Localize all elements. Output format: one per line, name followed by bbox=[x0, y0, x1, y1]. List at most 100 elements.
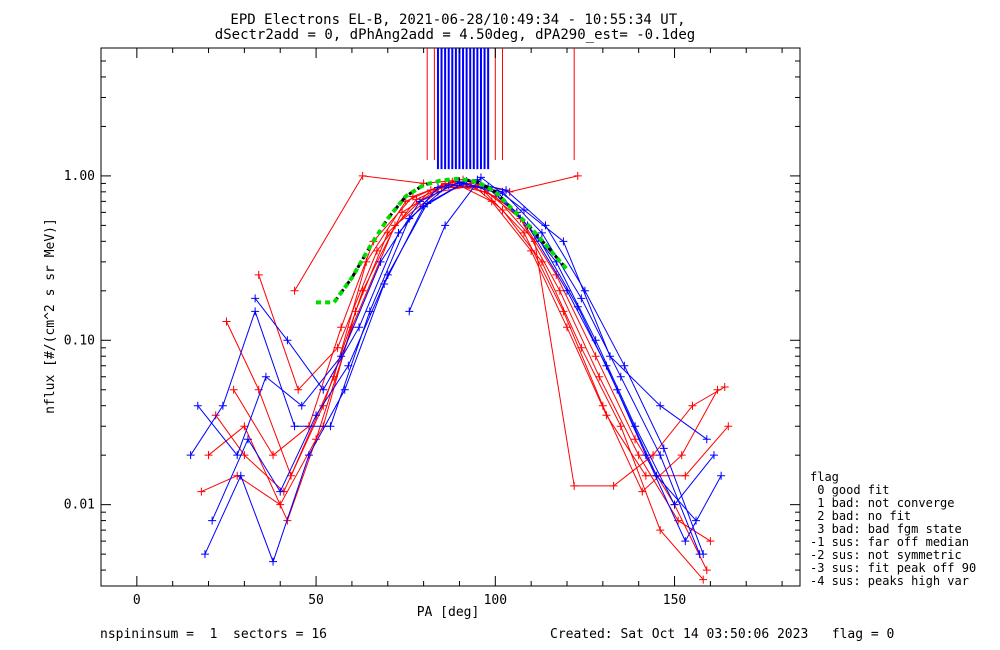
series-line-9 bbox=[204, 182, 701, 564]
data-point bbox=[659, 444, 668, 453]
series-line-7 bbox=[190, 184, 722, 543]
data-point bbox=[319, 385, 328, 394]
footer-left: nspininsum = 1 sectors = 16 bbox=[100, 627, 327, 642]
data-point bbox=[204, 451, 213, 460]
legend-item: -4 sus: peaks high var bbox=[810, 574, 969, 588]
data-point bbox=[709, 451, 718, 460]
data-point bbox=[211, 411, 220, 420]
data-point bbox=[269, 451, 278, 460]
legend-item: 3 bad: bad fgm state bbox=[810, 522, 962, 536]
y-tick-label: 0.10 bbox=[64, 333, 95, 348]
series-line-1 bbox=[226, 182, 719, 493]
data-point bbox=[297, 401, 306, 410]
data-point bbox=[573, 171, 582, 180]
data-point bbox=[290, 422, 299, 431]
data-point bbox=[631, 422, 640, 431]
data-point bbox=[724, 422, 733, 431]
data-point bbox=[276, 487, 285, 496]
data-point bbox=[197, 487, 206, 496]
data-point bbox=[519, 228, 528, 237]
data-point bbox=[634, 451, 643, 460]
data-point bbox=[229, 385, 238, 394]
data-point bbox=[333, 343, 342, 352]
x-axis-label: PA [deg] bbox=[417, 605, 480, 620]
data-point bbox=[218, 401, 227, 410]
data-point bbox=[319, 401, 328, 410]
data-point bbox=[702, 435, 711, 444]
data-point bbox=[720, 382, 729, 391]
data-point bbox=[365, 307, 374, 316]
data-point bbox=[290, 286, 299, 295]
data-point bbox=[699, 550, 708, 559]
fit-curve bbox=[316, 176, 569, 305]
data-point bbox=[570, 481, 579, 490]
chart-title-line1: EPD Electrons EL-B, 2021-06-28/10:49:34 … bbox=[230, 12, 685, 28]
series-line-3 bbox=[294, 175, 578, 292]
x-tick-label: 0 bbox=[133, 593, 141, 608]
data-point bbox=[337, 323, 346, 332]
data-point bbox=[243, 435, 252, 444]
data-point bbox=[602, 411, 611, 420]
data-point bbox=[394, 228, 403, 237]
data-point bbox=[699, 575, 708, 584]
data-point bbox=[555, 286, 564, 295]
data-point bbox=[498, 206, 507, 215]
data-point bbox=[376, 257, 385, 266]
data-point bbox=[559, 237, 568, 246]
legend-item: 0 good fit bbox=[810, 483, 890, 497]
data-point bbox=[598, 401, 607, 410]
data-point bbox=[412, 195, 421, 204]
data-point bbox=[261, 372, 270, 381]
data-point bbox=[652, 471, 661, 480]
data-point bbox=[537, 228, 546, 237]
data-point bbox=[326, 422, 335, 431]
data-point bbox=[670, 500, 679, 509]
data-point bbox=[240, 422, 249, 431]
data-point bbox=[423, 199, 432, 208]
data-point bbox=[433, 183, 442, 192]
series-line-6 bbox=[258, 180, 725, 487]
data-point bbox=[286, 471, 295, 480]
data-point bbox=[563, 323, 571, 332]
data-point bbox=[702, 566, 711, 575]
data-point bbox=[416, 197, 425, 206]
data-point bbox=[405, 307, 414, 316]
data-point bbox=[383, 270, 392, 279]
data-point bbox=[706, 537, 715, 546]
data-point bbox=[358, 171, 367, 180]
data-point bbox=[193, 401, 202, 410]
data-point bbox=[240, 451, 249, 460]
x-tick-label: 50 bbox=[308, 593, 324, 608]
data-point bbox=[251, 307, 260, 316]
data-point bbox=[616, 422, 625, 431]
data-point bbox=[222, 317, 231, 326]
data-point bbox=[681, 537, 690, 546]
data-point bbox=[620, 361, 629, 370]
data-point bbox=[254, 270, 263, 279]
y-tick-label: 0.01 bbox=[64, 498, 95, 513]
data-point bbox=[294, 385, 303, 394]
data-point bbox=[631, 435, 640, 444]
data-layer bbox=[186, 48, 733, 584]
data-point bbox=[441, 221, 450, 230]
data-point bbox=[591, 336, 600, 345]
data-point bbox=[606, 352, 615, 361]
series-line-8 bbox=[197, 181, 697, 521]
data-point bbox=[717, 471, 726, 480]
legend-item: -3 sus: fit peak off 90 bbox=[810, 561, 977, 575]
data-point bbox=[251, 294, 260, 303]
data-point bbox=[616, 372, 625, 381]
data-point bbox=[304, 451, 313, 460]
data-point bbox=[208, 516, 217, 525]
data-point bbox=[591, 352, 600, 361]
data-point bbox=[276, 500, 285, 509]
data-point bbox=[502, 186, 511, 195]
legend-title: flag bbox=[810, 470, 839, 484]
series-line-4 bbox=[233, 181, 729, 477]
series-line-11 bbox=[211, 180, 704, 555]
data-point bbox=[355, 323, 364, 332]
data-point bbox=[505, 187, 514, 196]
data-point bbox=[312, 411, 321, 420]
footer-right: Created: Sat Oct 14 03:50:06 2023 flag =… bbox=[550, 627, 895, 642]
